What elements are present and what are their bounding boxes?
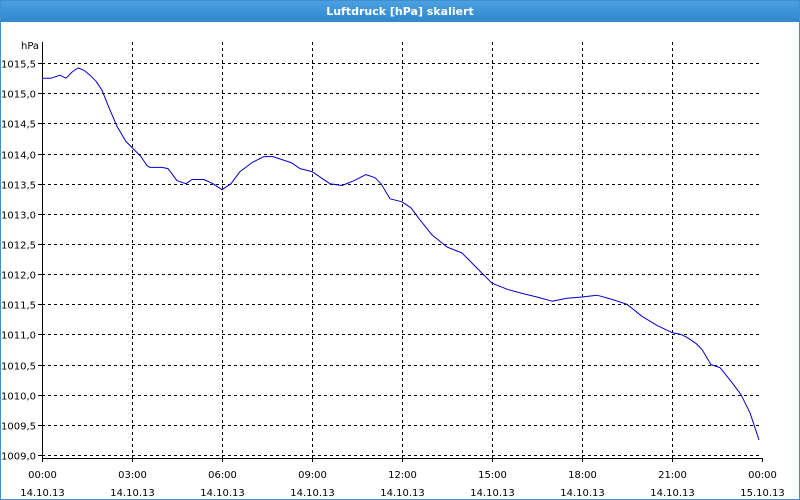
x-tick-time: 09:00: [298, 470, 327, 481]
y-tick-label: 1012,5: [1, 241, 36, 252]
y-tick-label: 1009,0: [1, 452, 36, 463]
x-tick-date: 14.10.13: [200, 488, 245, 499]
x-tick-time: 12:00: [388, 470, 417, 481]
y-axis-ticks: 1009,0 1009,5 1010,0 1010,5 1011,0 1011,5 1012…: [1, 60, 42, 463]
pressure-chart: 1009,0 1009,5 1010,0 1010,5 1011,0 1011,5 1012…: [1, 41, 785, 499]
y-tick-label: 1013,0: [1, 211, 36, 222]
x-tick-date: 14.10.13: [290, 488, 335, 499]
x-axis-ticks: 00:00 14.10.13 03:00 14.10.13 06:00 14.10.13 0…: [20, 458, 785, 499]
x-tick-date: 14.10.13: [470, 488, 515, 499]
y-axis-label: hPa: [21, 41, 39, 52]
x-tick-time: 18:00: [568, 470, 597, 481]
x-tick-date: 15.10.13: [740, 488, 785, 499]
y-tick-label: 1009,5: [1, 422, 36, 433]
x-tick-time: 00:00: [28, 470, 57, 481]
x-tick-time: 21:00: [658, 470, 687, 481]
series-group: [42, 67, 760, 441]
x-tick-time: 00:00: [748, 470, 777, 481]
y-tick-label: 1010,5: [1, 362, 36, 373]
window-title: Luftdruck [hPa] skaliert: [1, 1, 799, 22]
y-tick-label: 1012,0: [1, 271, 36, 282]
x-tick-date: 14.10.13: [560, 488, 605, 499]
y-tick-label: 1015,0: [1, 90, 36, 101]
y-tick-label: 1011,0: [1, 331, 36, 342]
y-tick-label: 1014,0: [1, 151, 36, 162]
x-tick-date: 14.10.13: [380, 488, 425, 499]
y-tick-label: 1011,5: [1, 301, 36, 312]
x-tick-time: 15:00: [478, 470, 507, 481]
x-tick-date: 14.10.13: [110, 488, 155, 499]
x-tick-time: 06:00: [208, 470, 237, 481]
x-tick-time: 03:00: [118, 470, 147, 481]
y-tick-label: 1013,5: [1, 181, 36, 192]
grid-lines: [42, 42, 762, 458]
y-tick-label: 1015,5: [1, 60, 36, 71]
x-tick-date: 14.10.13: [20, 488, 65, 499]
y-tick-label: 1014,5: [1, 120, 36, 131]
x-tick-date: 14.10.13: [650, 488, 695, 499]
y-tick-label: 1010,0: [1, 392, 36, 403]
pressure-series-line: [42, 67, 760, 441]
